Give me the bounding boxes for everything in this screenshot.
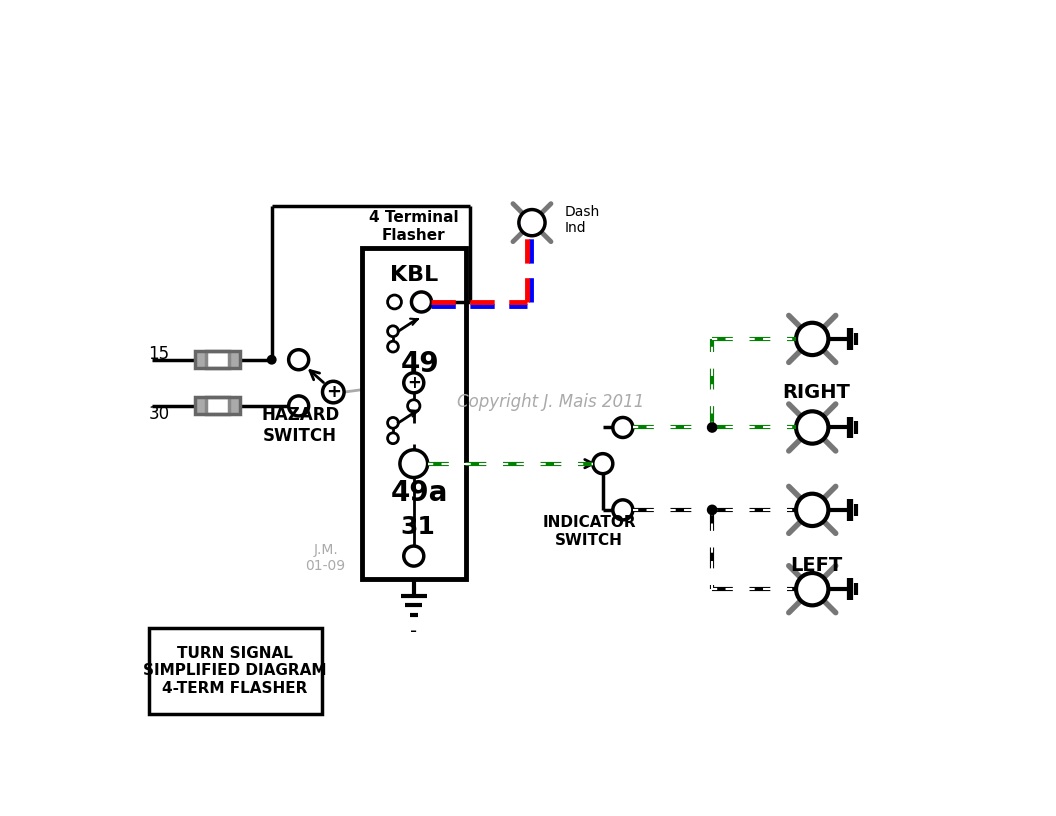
Text: J.M.
01-09: J.M. 01-09 <box>305 543 345 573</box>
Text: -: - <box>410 622 417 641</box>
Circle shape <box>796 323 828 355</box>
Text: Dash
Ind: Dash Ind <box>564 206 600 236</box>
Circle shape <box>796 411 828 444</box>
Text: 49: 49 <box>400 349 439 378</box>
Text: INDICATOR
SWITCH: INDICATOR SWITCH <box>542 515 636 548</box>
Circle shape <box>708 423 717 432</box>
Text: 4 Terminal
Flasher: 4 Terminal Flasher <box>369 211 458 242</box>
Bar <box>195 397 206 415</box>
Bar <box>195 351 206 368</box>
Bar <box>149 628 322 714</box>
Circle shape <box>708 505 717 515</box>
Text: +: + <box>407 374 420 392</box>
Text: LEFT: LEFT <box>790 556 843 574</box>
Circle shape <box>288 396 308 416</box>
Circle shape <box>388 418 398 428</box>
Circle shape <box>388 295 401 309</box>
Circle shape <box>612 418 633 437</box>
Circle shape <box>412 292 432 312</box>
Circle shape <box>388 432 398 444</box>
Text: +: + <box>326 383 341 401</box>
Text: TURN SIGNAL
SIMPLIFIED DIAGRAM
4-TERM FLASHER: TURN SIGNAL SIMPLIFIED DIAGRAM 4-TERM FL… <box>144 646 327 696</box>
Bar <box>229 351 240 368</box>
Text: KBL: KBL <box>390 265 438 285</box>
Text: 49a: 49a <box>391 479 449 507</box>
Bar <box>229 397 240 415</box>
Circle shape <box>403 546 423 566</box>
Circle shape <box>388 326 398 337</box>
Circle shape <box>388 341 398 352</box>
Circle shape <box>592 454 612 473</box>
Circle shape <box>796 573 828 605</box>
Text: HAZARD
SWITCH: HAZARD SWITCH <box>261 406 339 445</box>
Circle shape <box>403 373 423 392</box>
Circle shape <box>518 210 545 236</box>
Bar <box>195 351 240 368</box>
Bar <box>206 351 229 368</box>
Text: 30: 30 <box>149 405 170 423</box>
Text: 31: 31 <box>400 515 435 539</box>
Circle shape <box>400 450 428 477</box>
Circle shape <box>796 494 828 526</box>
Circle shape <box>612 500 633 520</box>
Circle shape <box>408 400 420 412</box>
Bar <box>362 248 466 579</box>
Circle shape <box>322 381 344 403</box>
Text: RIGHT: RIGHT <box>782 384 850 402</box>
Circle shape <box>267 356 276 364</box>
Text: Copyright J. Mais 2011: Copyright J. Mais 2011 <box>457 393 644 411</box>
Text: 15: 15 <box>149 344 170 362</box>
Bar <box>206 397 229 415</box>
Bar <box>195 397 240 415</box>
Circle shape <box>288 350 308 370</box>
